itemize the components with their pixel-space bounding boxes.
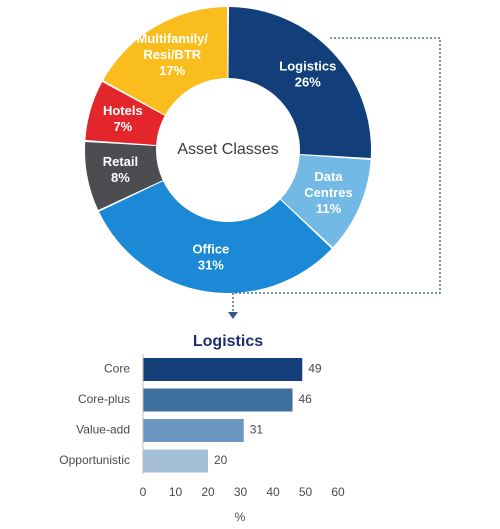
donut-slice-5 xyxy=(103,7,228,115)
donut-slice-value-label: 26% xyxy=(295,74,321,89)
bar-value-label: 20 xyxy=(214,453,228,467)
donut-slice-name-label: Retail xyxy=(103,154,138,169)
category-label: Value-add xyxy=(76,423,130,437)
bar-value-label: 46 xyxy=(299,392,313,406)
bar-value-label: 49 xyxy=(308,362,322,376)
donut-slice-value-label: 17% xyxy=(159,63,185,78)
x-tick-label: 20 xyxy=(201,485,215,499)
x-axis-label: % xyxy=(235,510,246,524)
category-label: Core-plus xyxy=(78,392,130,406)
donut-slice-2 xyxy=(99,181,332,293)
donut-slice-name-label: Logistics xyxy=(279,58,336,73)
donut-slice-value-label: 8% xyxy=(111,170,130,185)
donut-slice-0 xyxy=(228,7,371,158)
donut-center-label: Asset Classes xyxy=(177,141,278,158)
donut-slice-name-label: Office xyxy=(192,242,229,257)
category-label: Opportunistic xyxy=(59,453,130,467)
donut-slice-name-label: Multifamily/ xyxy=(137,31,209,46)
category-label: Core xyxy=(104,362,130,376)
donut-slice-4 xyxy=(85,81,165,145)
x-tick-label: 50 xyxy=(299,485,313,499)
bar-value-label: 31 xyxy=(250,423,264,437)
donut-slice-name-label: Hotels xyxy=(103,103,143,118)
donut-slice-name-label: Data xyxy=(314,169,343,184)
bar-value-add xyxy=(143,419,244,442)
donut-slice-3 xyxy=(85,142,163,210)
donut-slice-name-label: Centres xyxy=(304,185,352,200)
donut-slice-name-label: Resi/BTR xyxy=(143,47,201,62)
x-tick-label: 60 xyxy=(331,485,345,499)
bar-core-plus xyxy=(143,388,293,412)
bar-opportunistic xyxy=(143,449,208,473)
donut-slice-value-label: 31% xyxy=(198,258,224,273)
arrow-down-icon xyxy=(228,312,238,319)
bar-chart: Core 49 Core-plus 46 Value-add 31 Opportunisti… xyxy=(59,354,345,499)
bar-core xyxy=(143,358,303,381)
x-tick-label: 40 xyxy=(266,485,280,499)
donut-slice-value-label: 7% xyxy=(113,119,132,134)
x-tick-label: 10 xyxy=(169,485,183,499)
bar-chart-title: Logistics xyxy=(193,333,263,350)
connector-line xyxy=(228,37,441,319)
x-tick-label: 0 xyxy=(140,485,147,499)
x-tick-label: 30 xyxy=(234,485,248,499)
donut-slice-value-label: 11% xyxy=(316,201,342,216)
donut-slice-1 xyxy=(280,155,371,248)
